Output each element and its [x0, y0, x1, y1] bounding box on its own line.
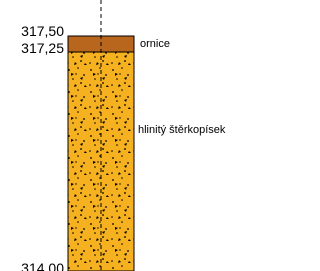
elevation-label: 317,25	[21, 40, 64, 56]
elevation-label: 317,50	[21, 23, 64, 39]
elevation-label: 314,00	[21, 260, 64, 271]
layer-label: ornice	[140, 38, 170, 50]
layer-label: hlinitý štěrkopísek	[138, 124, 226, 136]
borehole-log: 317,50 317,25 314,00 ornice hlinitý štěr…	[0, 0, 256, 271]
